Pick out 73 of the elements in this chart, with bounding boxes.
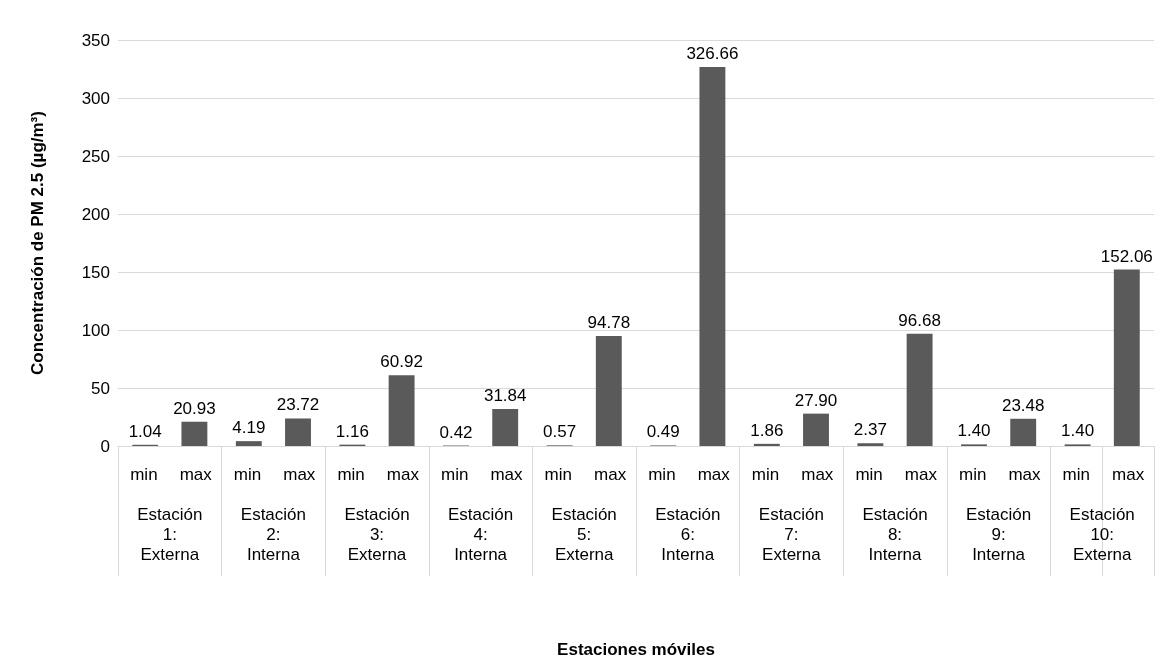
x-tick-label: Estación 9: Interna [966, 504, 1032, 564]
data-label: 4.19 [232, 418, 266, 438]
x-tick-label: Estación 2: Interna [240, 504, 306, 564]
data-label: 0.42 [439, 422, 473, 442]
x-tick-label: Estación 10: Externa [1069, 504, 1135, 564]
text: max [1008, 465, 1041, 484]
text: max [283, 465, 316, 484]
text: max [904, 465, 937, 484]
y-axis-title: Concentración de PM 2.5 (µg/m³) [28, 111, 47, 375]
text: max [697, 465, 730, 484]
data-label: 96.68 [898, 310, 941, 330]
text: max [386, 465, 419, 484]
y-tick-label: 350 [81, 30, 110, 50]
series-label: min [130, 465, 158, 484]
text: min [544, 465, 572, 484]
data-label: 60.92 [380, 352, 423, 372]
bar [181, 421, 208, 446]
bar [753, 443, 780, 446]
data-label: 20.93 [173, 398, 216, 418]
data-label: 1.40 [1061, 421, 1095, 441]
data-label: 1.04 [128, 421, 162, 441]
data-label: 1.40 [957, 421, 991, 441]
y-tick-label: 150 [81, 262, 110, 282]
x-tick-label: Estación 6: Interna [655, 504, 721, 564]
data-label: 0.49 [646, 422, 680, 442]
x-tick-label: Estación 4: Interna [448, 504, 514, 564]
text: max [594, 465, 627, 484]
text: min [751, 465, 780, 484]
bar [699, 67, 726, 446]
bar [857, 443, 884, 446]
y-tick-label: 100 [81, 320, 110, 340]
text: min [1062, 465, 1090, 484]
text: min [855, 465, 883, 484]
x-tick-label: Estación 3: Externa [344, 504, 410, 564]
data-label: 2.37 [853, 420, 887, 440]
text: max [490, 465, 523, 484]
x-tick-label: Estación 5: Externa [551, 504, 617, 564]
bar [595, 336, 622, 446]
data-label: 94.78 [587, 313, 631, 333]
data-label: 1.86 [750, 420, 784, 440]
data-label: 27.90 [794, 390, 838, 410]
y-tick-label: 0 [100, 436, 110, 456]
text: min [959, 465, 987, 484]
data-label: 23.48 [1001, 395, 1045, 415]
data-label: 23.72 [276, 395, 320, 415]
data-label: 326.66 [686, 44, 739, 64]
series-label: max [801, 465, 834, 484]
bar [235, 441, 262, 446]
x-tick-label: Estación 7: Externa [758, 504, 824, 564]
bar [285, 418, 311, 446]
x-tick-label: Estación 1: Externa [137, 504, 203, 564]
text: max [1112, 465, 1145, 484]
y-tick-label: 200 [81, 204, 110, 224]
x-axis-title: Estaciones móviles [557, 640, 715, 659]
y-tick-label: 50 [91, 378, 110, 398]
data-label: 0.57 [543, 422, 577, 442]
text: min [441, 465, 469, 484]
bar [1010, 418, 1037, 446]
bar [803, 413, 829, 446]
text: max [179, 465, 212, 484]
bar [1113, 269, 1140, 446]
bar [388, 375, 415, 446]
text: min [648, 465, 676, 484]
data-label: 1.16 [335, 421, 369, 441]
x-tick-label: Estación 8: Interna [862, 504, 928, 564]
y-tick-label: 250 [81, 146, 110, 166]
text: min [233, 465, 262, 484]
data-label: 31.84 [483, 386, 527, 406]
bar [492, 409, 519, 446]
bar [906, 333, 933, 446]
y-tick-label: 300 [81, 88, 110, 108]
data-label: 152.06 [1100, 246, 1153, 266]
text: min [337, 465, 365, 484]
